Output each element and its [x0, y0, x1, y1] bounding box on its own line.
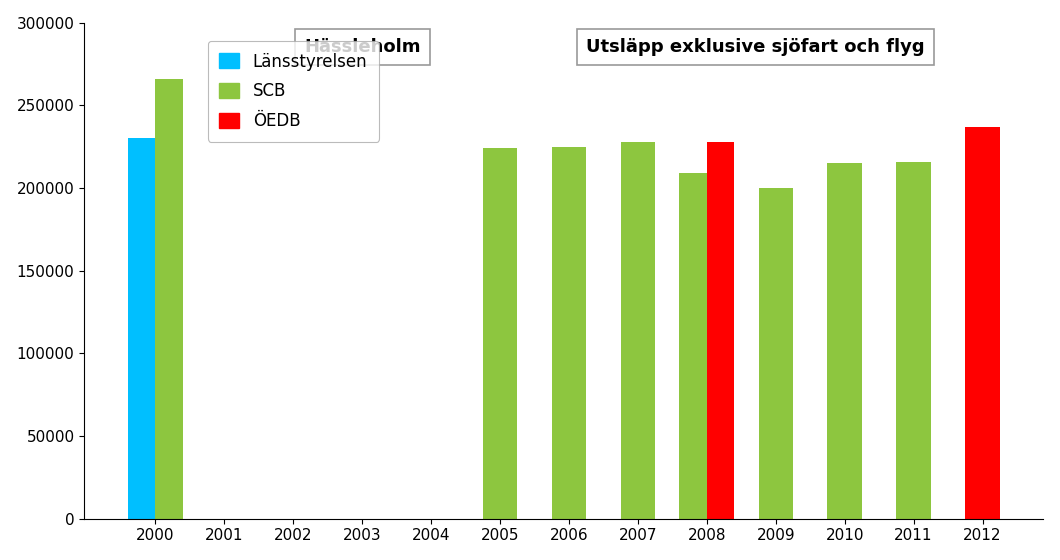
Bar — [156, 79, 183, 519]
Bar — [966, 127, 1000, 519]
Bar — [897, 161, 931, 519]
Bar — [552, 147, 586, 519]
Bar — [128, 138, 156, 519]
Text: Utsläpp exklusive sjöfart och flyg: Utsläpp exklusive sjöfart och flyg — [586, 38, 925, 55]
Bar — [482, 148, 517, 519]
Bar — [828, 163, 862, 519]
Bar — [621, 142, 655, 519]
Text: Hässleholm: Hässleholm — [304, 38, 421, 55]
Bar — [679, 173, 707, 519]
Bar — [707, 142, 735, 519]
Legend: Länsstyrelsen, SCB, ÖEDB: Länsstyrelsen, SCB, ÖEDB — [208, 41, 379, 142]
Bar — [759, 188, 793, 519]
